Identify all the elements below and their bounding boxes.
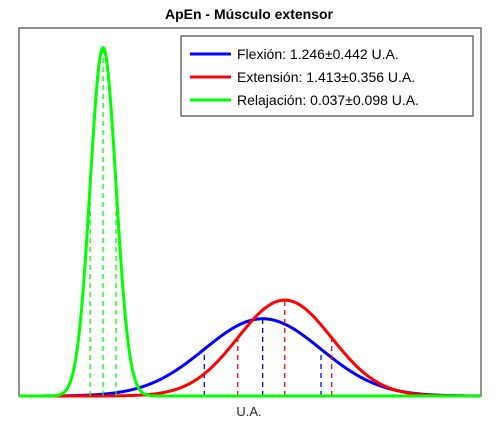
relajacion-curve xyxy=(19,45,481,398)
plot-group xyxy=(19,45,481,398)
extension-curve xyxy=(19,298,481,398)
legend: Flexión: 1.246±0.442 U.A. Extensión: 1.41… xyxy=(180,35,474,117)
legend-label-relajacion: Relajación: 0.037±0.098 U.A. xyxy=(237,92,419,108)
legend-label-extension: Extensión: 1.413±0.356 U.A. xyxy=(237,69,415,85)
x-axis-label: U.A. xyxy=(236,404,261,419)
chart-title: ApEn - Músculo extensor xyxy=(165,6,334,22)
legend-label-flexion: Flexión: 1.246±0.442 U.A. xyxy=(237,46,399,62)
